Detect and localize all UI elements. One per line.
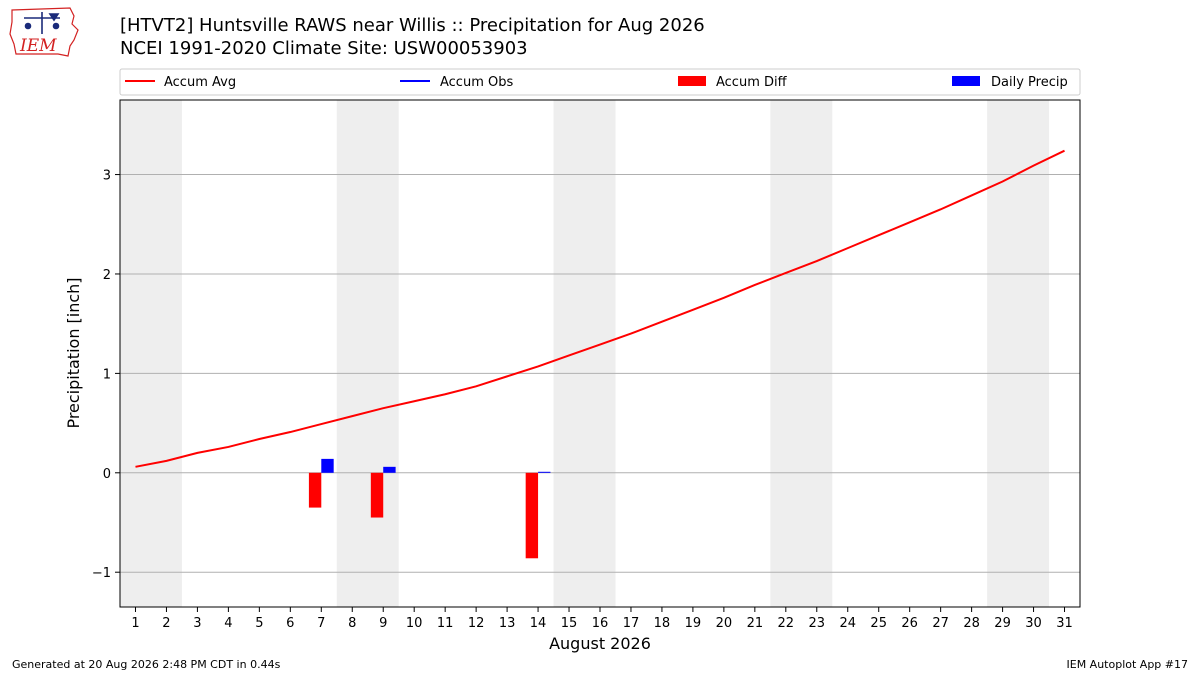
xtick-label: 25 xyxy=(870,616,887,631)
weekend-band-2 xyxy=(553,100,616,607)
xtick-label: 6 xyxy=(286,616,294,631)
legend-swatch-daily-precip xyxy=(952,76,980,86)
xtick-label: 14 xyxy=(530,616,547,631)
xtick-label: 2 xyxy=(162,616,170,631)
chart-subtitle: NCEI 1991-2020 Climate Site: USW00053903 xyxy=(120,38,528,59)
weekend-band-1 xyxy=(336,100,399,607)
legend: Accum Avg Accum Obs Accum Diff Daily Pre… xyxy=(119,68,1081,96)
xtick-label: 20 xyxy=(716,616,733,631)
xtick-label: 21 xyxy=(747,616,764,631)
accum-avg-line-layer xyxy=(135,149,1065,468)
weather-station-icon xyxy=(24,12,60,34)
xtick-label: 22 xyxy=(778,616,795,631)
xtick-label: 4 xyxy=(224,616,232,631)
xtick-label: 16 xyxy=(592,616,609,631)
xtick-label: 12 xyxy=(468,616,485,631)
legend-swatch-accum-diff xyxy=(678,76,706,86)
ytick-label: 1 xyxy=(103,367,111,382)
accum-diff-bar-day-14 xyxy=(525,472,539,559)
xtick-label: 26 xyxy=(901,616,918,631)
legend-label-accum-diff: Accum Diff xyxy=(716,75,788,90)
xtick-label: 31 xyxy=(1056,616,1073,631)
legend-label-accum-avg: Accum Avg xyxy=(164,75,236,90)
xtick-label: 29 xyxy=(994,616,1011,631)
accum-diff-bar-day-9 xyxy=(370,472,384,518)
weekend-band-4 xyxy=(987,100,1050,607)
xtick-label: 23 xyxy=(809,616,826,631)
legend-label-accum-obs: Accum Obs xyxy=(440,75,513,90)
legend-label-daily-precip: Daily Precip xyxy=(991,75,1068,90)
xtick-label: 11 xyxy=(437,616,454,631)
logo-text: IEM xyxy=(19,36,57,56)
xtick-label: 5 xyxy=(255,616,263,631)
xtick-label: 13 xyxy=(499,616,516,631)
xtick-label: 15 xyxy=(561,616,578,631)
y-axis-ticks: −1 0 1 2 3 xyxy=(92,169,120,581)
weekend-band-3 xyxy=(770,100,833,607)
ytick-label: −1 xyxy=(92,566,111,581)
xtick-label: 3 xyxy=(193,616,201,631)
ytick-label: 3 xyxy=(103,169,111,184)
xtick-label: 1 xyxy=(131,616,139,631)
xtick-label: 24 xyxy=(839,616,856,631)
weekend-band-0 xyxy=(120,100,182,607)
xtick-label: 10 xyxy=(406,616,423,631)
chart-title: [HTVT2] Huntsville RAWS near Willis :: P… xyxy=(120,15,705,36)
iowa-state-shape xyxy=(9,7,79,57)
xtick-label: 9 xyxy=(379,616,387,631)
x-axis-ticks: 1 2 3 4 5 6 7 8 9 10 11 12 13 14 15 16 17 18 19 20 21 22 23 24 2… xyxy=(131,607,1073,631)
y-gridlines xyxy=(120,174,1080,573)
bars xyxy=(308,458,551,559)
legend-frame xyxy=(119,68,1081,96)
xtick-label: 7 xyxy=(317,616,325,631)
xtick-label: 28 xyxy=(963,616,980,631)
weekend-shading xyxy=(120,100,1050,607)
y-axis-label: Precipitation [inch] xyxy=(64,277,83,428)
iem-logo: IEM xyxy=(9,7,79,57)
x-axis-label: August 2026 xyxy=(549,634,651,653)
daily-precip-bar-day-9 xyxy=(383,466,396,473)
accum-avg-line xyxy=(135,149,1065,468)
xtick-label: 30 xyxy=(1025,616,1042,631)
xtick-label: 17 xyxy=(623,616,640,631)
autoplot-app-label: IEM Autoplot App #17 xyxy=(1067,658,1189,671)
generated-timestamp: Generated at 20 Aug 2026 2:48 PM CDT in … xyxy=(12,658,281,671)
xtick-label: 18 xyxy=(654,616,671,631)
ytick-label: 2 xyxy=(103,268,111,283)
daily-precip-bar-day-14 xyxy=(538,471,551,473)
xtick-label: 8 xyxy=(348,616,356,631)
daily-precip-bar-day-7 xyxy=(321,458,334,473)
xtick-label: 19 xyxy=(685,616,702,631)
xtick-label: 27 xyxy=(932,616,949,631)
ytick-label: 0 xyxy=(103,467,111,482)
accum-diff-bar-day-7 xyxy=(308,472,322,508)
